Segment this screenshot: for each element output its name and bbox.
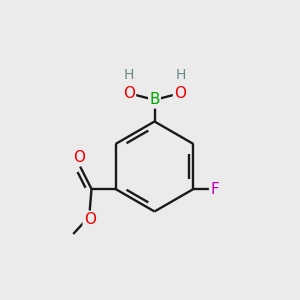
Text: O: O <box>174 86 186 101</box>
Text: O: O <box>84 212 96 227</box>
Text: O: O <box>73 150 85 165</box>
Text: H: H <box>123 68 134 82</box>
Text: H: H <box>176 68 186 82</box>
Text: F: F <box>210 182 219 196</box>
Text: B: B <box>149 92 160 107</box>
Text: O: O <box>123 86 135 101</box>
